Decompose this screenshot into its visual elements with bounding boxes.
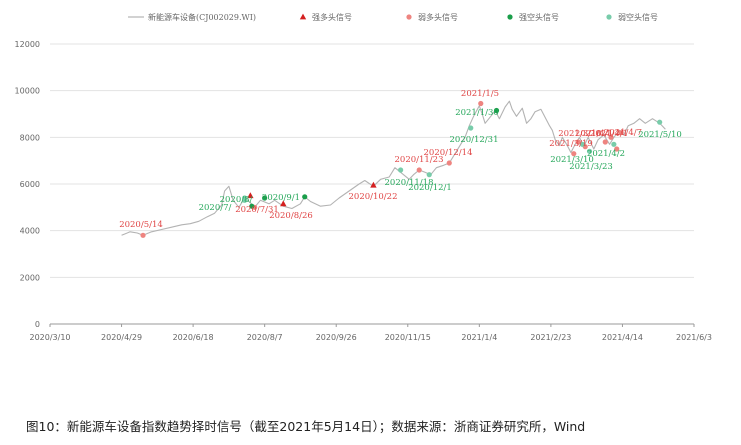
legend-label: 强空头信号 (519, 12, 559, 22)
signal-date-label: 2021/4/1 (575, 129, 613, 139)
signal-marker-strong-long (247, 192, 254, 199)
signal-date-label: 2020/8/ (220, 195, 253, 205)
signal-marker-strong-long (280, 200, 287, 207)
signal-marker-weak-short (611, 141, 617, 147)
signal-date-label: 2021/1/30 (455, 108, 499, 118)
signal-marker-weak-long (618, 130, 624, 136)
x-tick-label: 2020/4/29 (101, 333, 142, 342)
signal-marker-weak-short (426, 172, 432, 178)
y-tick-label: 8000 (20, 133, 40, 142)
grid (50, 43, 694, 325)
x-tick-label: 2021/4/14 (602, 333, 643, 342)
signal-date-label: 2021/4/1 (590, 129, 628, 139)
y-tick-label: 0 (35, 320, 40, 329)
y-tick-label: 12000 (15, 40, 40, 49)
signal-marker-weak-long (614, 146, 620, 152)
signal-date-label: 2020/5/14 (119, 220, 163, 230)
signal-date-label: 2020/10/22 (349, 192, 398, 202)
signal-date-label: 2021/3/19 (549, 139, 593, 149)
legend: 新能源车设备(CJ002029.WI) 强多头信号 弱多头信号 强空头信号 弱空头信号 (128, 12, 658, 22)
x-tick-label: 2020/9/26 (316, 333, 357, 342)
signal-date-label: 2021/1/5 (461, 89, 499, 99)
legend-label: 弱空头信号 (618, 12, 658, 22)
legend-label: 强多头信号 (312, 12, 352, 22)
legend-marker-weak-short (606, 14, 612, 20)
y-tick-label: 2000 (20, 273, 40, 282)
x-tick-label: 2021/1/4 (461, 333, 497, 342)
legend-label: 弱多头信号 (418, 12, 458, 22)
signal-date-label: 2020/11/18 (385, 178, 434, 188)
signal-marker-weak-short (398, 167, 404, 173)
signal-marker-weak-short (242, 197, 248, 203)
y-tick-label: 10000 (15, 87, 40, 96)
signal-marker-strong-short (493, 107, 500, 114)
signal-marker-weak-short (579, 141, 585, 147)
signal-date-label: 2020/12/31 (450, 135, 499, 145)
x-axis: 2020/3/10 2020/4/29 2020/6/18 2020/8/7 2020/… (29, 324, 712, 342)
signal-marker-strong-short (262, 195, 268, 201)
signal-date-label: 2021/4/2 (587, 149, 625, 159)
x-tick-label: 2020/8/7 (247, 333, 283, 342)
signal-date-label: 2020/12/1 (408, 183, 452, 193)
signal-date-label: 2021/3/23 (569, 162, 613, 172)
signal-date-label: 2021/3/10 (550, 155, 594, 165)
signal-marker-strong-short (249, 203, 255, 209)
chart: 新能源车设备(CJ002029.WI) 强多头信号 弱多头信号 强空头信号 弱空头信号 … (15, 12, 712, 342)
signal-marker-weak-short (586, 148, 593, 154)
legend-marker-strong-short (507, 14, 513, 20)
x-tick-label: 2021/2/23 (530, 333, 571, 342)
signal-marker-weak-long (446, 160, 452, 166)
signal-date-label: 2021/3/10 (558, 129, 602, 139)
signal-date-label: 2020/11/23 (395, 155, 444, 165)
signal-date-label: 2021/5/10 (638, 130, 682, 140)
signal-date-label: 2020/7/31 (235, 205, 279, 215)
signal-marker-weak-long (478, 100, 484, 107)
signal-marker-weak-long (571, 151, 577, 157)
signal-marker-strong-short (302, 194, 308, 200)
legend-marker-strong-long (299, 13, 307, 20)
signal-date-label: 2020/9/1 (262, 193, 300, 203)
signal-date-label: 2021/4/7 (604, 128, 642, 138)
x-tick-label: 2020/6/18 (173, 333, 214, 342)
signal-marker-weak-long (575, 139, 581, 145)
signal-marker-weak-short (468, 125, 474, 131)
signal-marker-weak-long (608, 134, 614, 140)
signal-marker-strong-long (370, 181, 377, 188)
y-tick-label: 6000 (20, 180, 40, 189)
legend-label: 新能源车设备(CJ002029.WI) (148, 12, 256, 22)
signal-marker-weak-long (416, 167, 422, 173)
figure-caption: 图10：新能源车设备指数趋势择时信号（截至2021年5月14日）；数据来源：浙商… (26, 419, 586, 434)
signals (140, 100, 663, 238)
signal-date-label: 2020/7/ (199, 203, 232, 213)
signal-date-label: 2020/8/26 (269, 211, 313, 221)
signal-date-label: 2020/12/14 (424, 148, 473, 158)
x-tick-label: 2021/6/3 (676, 333, 712, 342)
y-axis: 0 2000 4000 6000 8000 10000 12000 (15, 40, 40, 329)
y-tick-label: 4000 (20, 227, 40, 236)
legend-marker-weak-long (406, 14, 412, 20)
x-tick-label: 2020/11/15 (385, 333, 431, 342)
annotations: 2020/5/14 2020/8/2020/7/2020/7/31 2020/9/1… (119, 89, 682, 230)
signal-marker-weak-short (657, 119, 663, 125)
x-tick-label: 2020/3/10 (29, 333, 70, 342)
signal-marker-weak-long (140, 232, 146, 238)
signal-marker-weak-long (602, 139, 608, 145)
